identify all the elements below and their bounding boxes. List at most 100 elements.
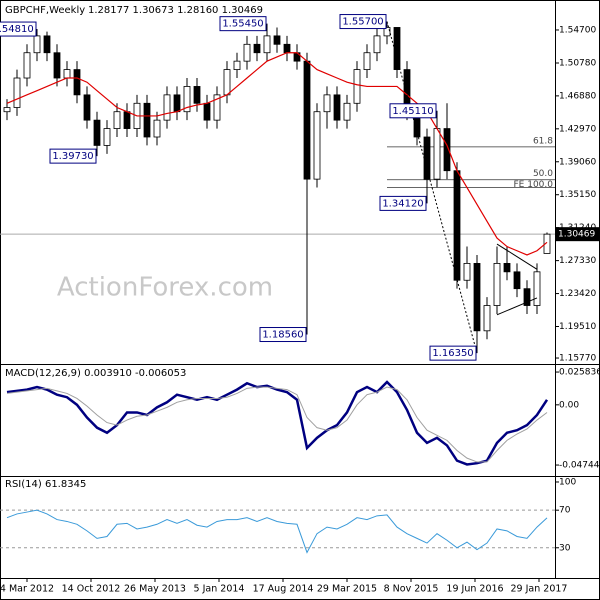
- candle-body: [3, 107, 11, 113]
- candle-body: [243, 43, 251, 62]
- current-price-label: 1.30469: [558, 230, 595, 240]
- x-tick-label: 14 Oct 2012: [62, 584, 121, 595]
- candle-body: [483, 305, 491, 332]
- rsi-title: RSI(14) 61.8345: [5, 479, 86, 490]
- candle-body: [523, 288, 531, 306]
- candle-body: [213, 94, 221, 121]
- candle-body: [313, 111, 321, 180]
- annotation-label: 1.18560: [262, 330, 303, 341]
- annotation-box: [429, 345, 477, 361]
- candle-body: [543, 233, 551, 254]
- candle-body: [203, 102, 211, 121]
- candle-body: [43, 35, 51, 54]
- candle-body: [383, 27, 391, 37]
- trendline: [496, 297, 538, 316]
- x-tick-label: 17 Aug 2014: [253, 584, 314, 595]
- header-values: 1.28177 1.30673 1.28160 1.30469: [88, 5, 263, 16]
- series-line: [6, 386, 548, 463]
- annotation-label: 1.55700: [342, 17, 383, 28]
- x-tick-label: 5 Jan 2014: [194, 584, 245, 595]
- candle-body: [263, 35, 271, 54]
- annotation-box: [0, 21, 37, 37]
- candle-body: [333, 94, 341, 121]
- candle-body: [353, 69, 361, 104]
- current-price-box: [555, 227, 600, 242]
- candle-body: [343, 102, 351, 121]
- candle-body: [53, 52, 61, 79]
- candle-body: [223, 69, 231, 96]
- candle-body: [103, 128, 111, 146]
- annotation-label: 1.55450: [222, 19, 263, 30]
- trendline: [386, 21, 478, 354]
- y-tick-label: 1.46880: [559, 91, 596, 101]
- y-tick-label: 1.54700: [559, 25, 596, 35]
- candle-body: [303, 60, 311, 180]
- candle-body: [473, 262, 481, 332]
- fib-label: 61.8: [533, 136, 553, 146]
- y-tick-label: 70: [559, 506, 571, 516]
- candle-body: [283, 43, 291, 54]
- annotation-label: 1.16350: [432, 348, 473, 359]
- y-tick-label: 100: [559, 477, 576, 487]
- y-tick-label: 30: [559, 543, 571, 553]
- annotation-box: [259, 327, 307, 343]
- candle-body: [363, 52, 371, 70]
- y-tick-label: 1.42970: [559, 124, 596, 134]
- y-tick-label: 0.025836: [559, 368, 600, 378]
- candle-body: [433, 128, 441, 180]
- candle-body: [423, 136, 431, 180]
- y-tick-label: 0.00: [559, 400, 579, 410]
- x-tick-label: 8 Nov 2015: [384, 584, 439, 595]
- series-line: [6, 52, 548, 256]
- annotation-label: 1.34120: [382, 198, 423, 209]
- candle-body: [33, 35, 41, 54]
- annotation-label: 1.39730: [52, 151, 93, 162]
- series-line: [6, 380, 549, 466]
- candle-body: [273, 35, 281, 45]
- candle-body: [393, 27, 401, 70]
- annotation-box: [339, 14, 387, 30]
- y-tick-label: 1.27330: [559, 256, 596, 266]
- candle-body: [233, 60, 241, 70]
- candle-body: [463, 262, 471, 281]
- x-tick-label: 29 Jan 2017: [511, 584, 568, 595]
- trendline: [496, 243, 538, 270]
- series-line: [6, 509, 548, 554]
- watermark: ActionForex.com: [57, 273, 273, 303]
- candle-body: [113, 111, 121, 129]
- annotation-label: 1.45110: [392, 106, 433, 117]
- y-tick-label: 1.35150: [559, 190, 596, 200]
- x-tick-label: 19 Jun 2016: [446, 584, 503, 595]
- candle-body: [503, 262, 511, 273]
- y-tick-label: 1.23420: [559, 289, 596, 299]
- fib-label: 50.0: [533, 169, 553, 179]
- x-tick-label: 4 Mar 2012: [0, 584, 54, 595]
- y-tick-label: 1.39060: [559, 157, 596, 167]
- candle-body: [453, 170, 461, 281]
- candle-body: [253, 43, 261, 54]
- candle-body: [123, 111, 131, 129]
- annotation-label: 1.54810: [0, 24, 34, 35]
- macd-title: MACD(12,26,9) 0.003910 -0.006053: [5, 368, 186, 379]
- y-tick-label: 1.15770: [559, 354, 596, 364]
- candle-body: [23, 52, 31, 79]
- candle-body: [83, 94, 91, 121]
- candle-body: [493, 262, 501, 306]
- candle-body: [373, 35, 381, 54]
- annotation-box: [389, 103, 437, 119]
- chart-title: GBPCHF,Weekly: [5, 5, 85, 16]
- candle-body: [143, 102, 151, 138]
- candle-body: [513, 271, 521, 290]
- candle-body: [63, 69, 71, 79]
- candle-body: [443, 128, 451, 172]
- candle-body: [193, 86, 201, 104]
- fib-label: FE 100.0: [514, 180, 554, 190]
- candle-body: [533, 271, 541, 306]
- candle-body: [173, 94, 181, 113]
- annotation-box: [49, 148, 97, 164]
- candle-body: [183, 86, 191, 113]
- candle-body: [323, 94, 331, 113]
- x-tick-label: 26 May 2013: [124, 584, 186, 595]
